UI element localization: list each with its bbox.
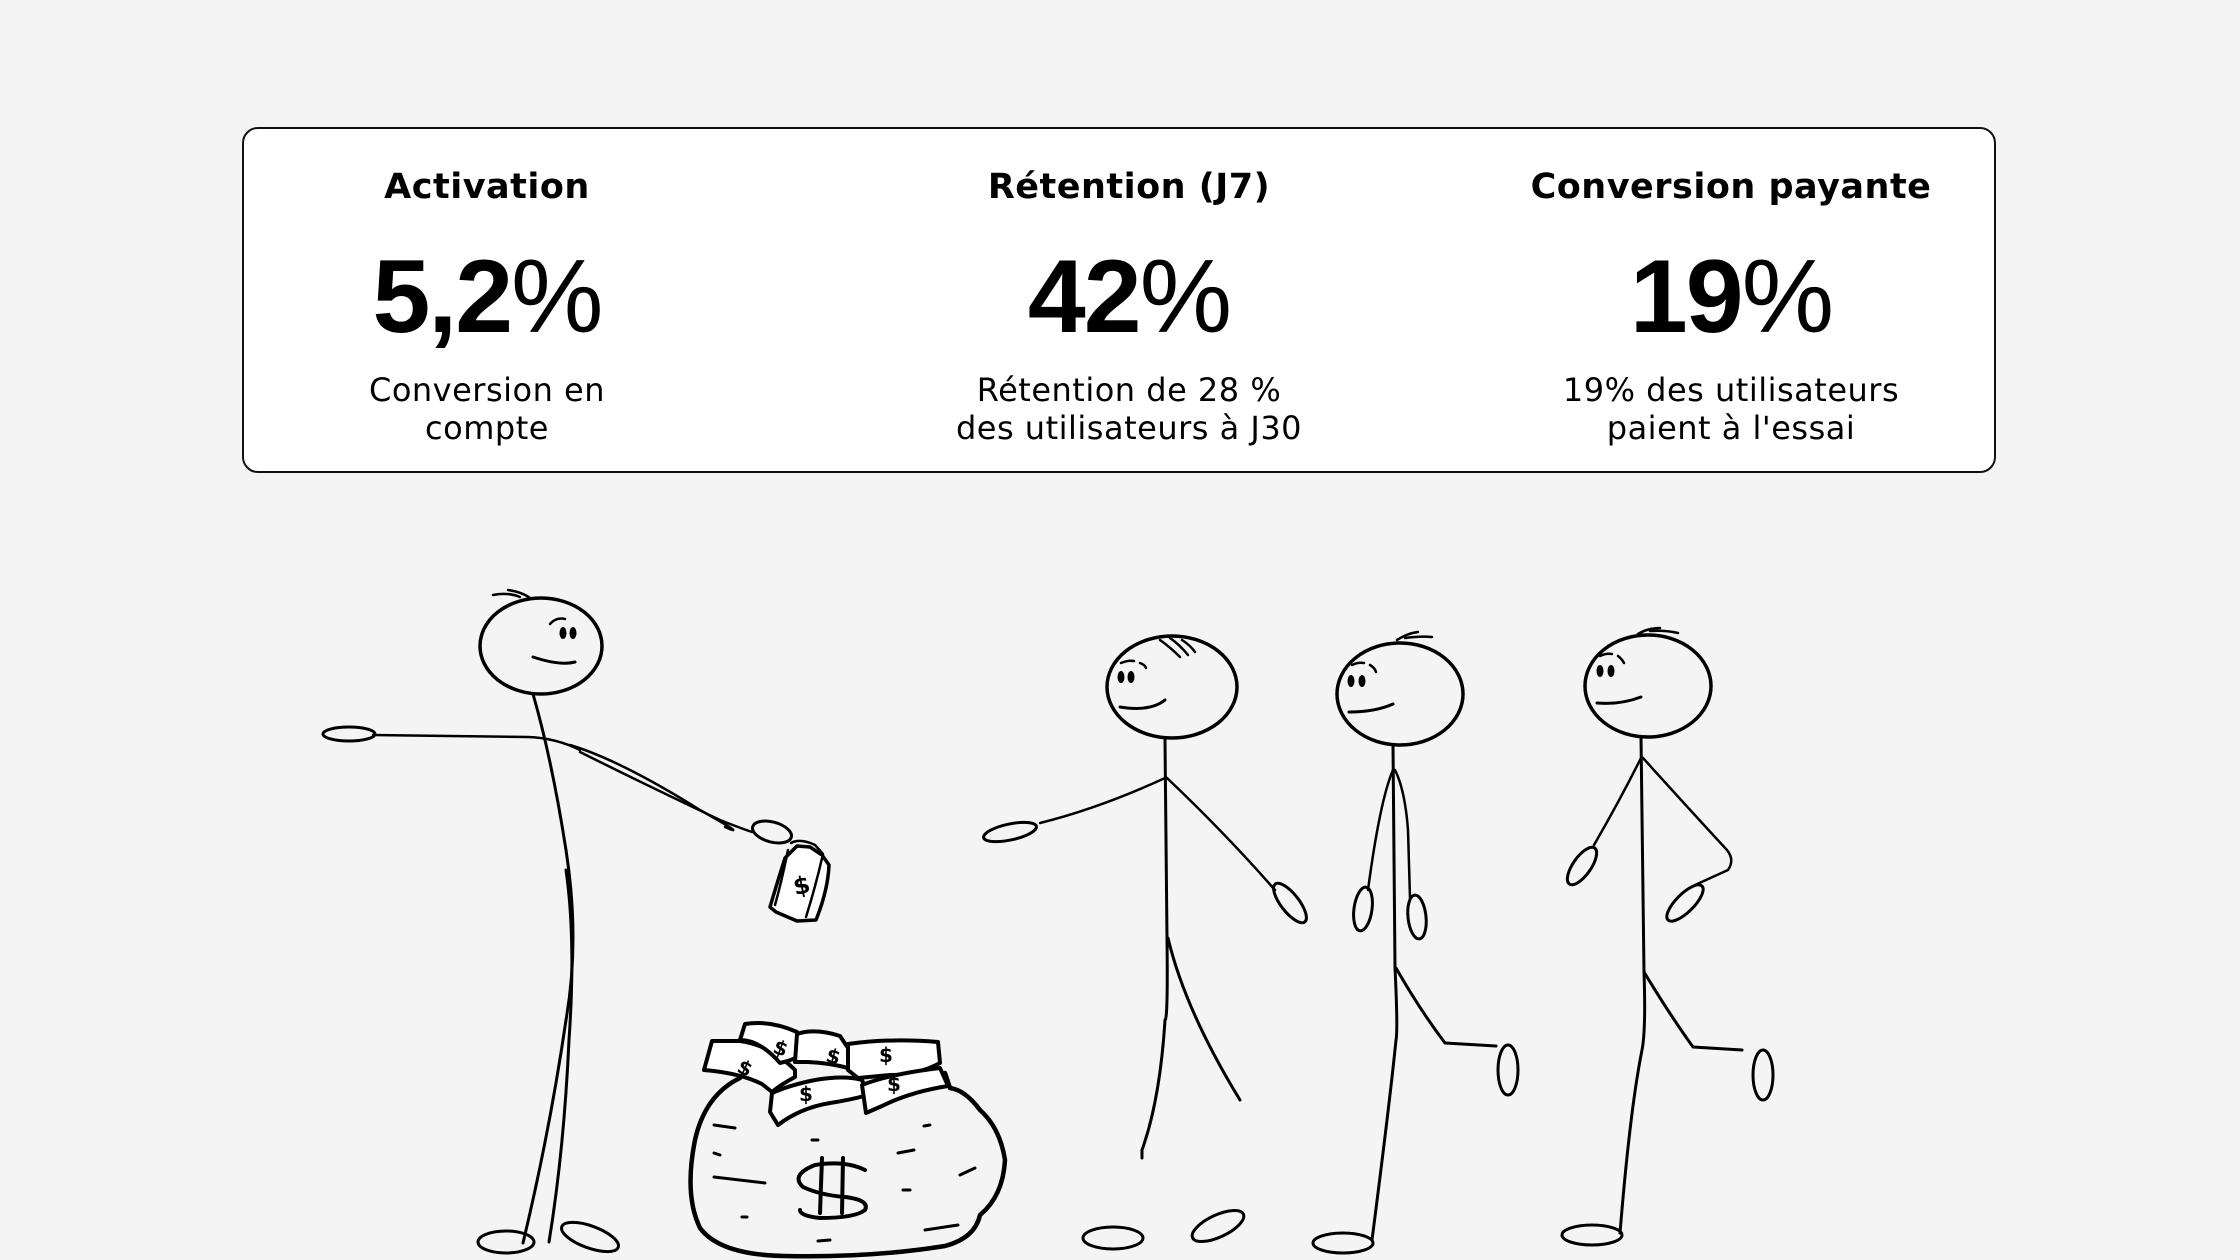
metric-description: Rétention de 28 % des utilisateurs à J30 bbox=[829, 371, 1429, 447]
metric-description-line: Conversion en bbox=[368, 371, 606, 409]
walking-figure bbox=[1311, 630, 1520, 1255]
money-bag-icon: $ $ $ $ $ $ bbox=[688, 1021, 1008, 1259]
giver-figure bbox=[321, 588, 793, 1255]
metric-value: 19% bbox=[1431, 237, 2031, 357]
metric-value-number: 42 bbox=[1027, 239, 1142, 355]
dollar-bill-icon: $ bbox=[768, 839, 831, 923]
svg-text:$: $ bbox=[791, 870, 813, 901]
metric-description-line: 19% des utilisateurs bbox=[1562, 371, 1900, 409]
metric-value-number: 19 bbox=[1629, 239, 1744, 355]
metric-value-unit: % bbox=[1741, 239, 1834, 355]
metric-value: 5,2% bbox=[109, 237, 865, 357]
metric-description-line: Rétention de 28 % bbox=[976, 371, 1282, 409]
metric-description-line: des utilisateurs à J30 bbox=[955, 409, 1303, 447]
svg-text:$: $ bbox=[879, 1043, 893, 1067]
walking-figure bbox=[982, 634, 1308, 1251]
svg-text:$: $ bbox=[799, 1082, 813, 1106]
metrics-card: Activation 5,2% Conversion en compte Rét… bbox=[242, 127, 1996, 473]
metric-title: Activation bbox=[384, 167, 590, 207]
svg-text:$: $ bbox=[887, 1072, 901, 1096]
metric-value-unit: % bbox=[511, 239, 603, 355]
metric-value: 42% bbox=[829, 237, 1429, 357]
walking-figure bbox=[1560, 626, 1775, 1247]
metric-title: Conversion payante bbox=[1530, 167, 1932, 207]
metric-description: 19% des utilisateurs paient à l'essai bbox=[1431, 371, 2031, 447]
metric-description-line: paient à l'essai bbox=[1606, 409, 1856, 447]
metric-description-line: compte bbox=[425, 409, 549, 447]
metric-title: Rétention (J7) bbox=[987, 167, 1271, 207]
metric-value-unit: % bbox=[1139, 239, 1232, 355]
metric-description: Conversion en compte bbox=[109, 371, 865, 447]
svg-text:$: $ bbox=[824, 1043, 844, 1070]
metric-value-number: 5,2 bbox=[372, 239, 513, 355]
